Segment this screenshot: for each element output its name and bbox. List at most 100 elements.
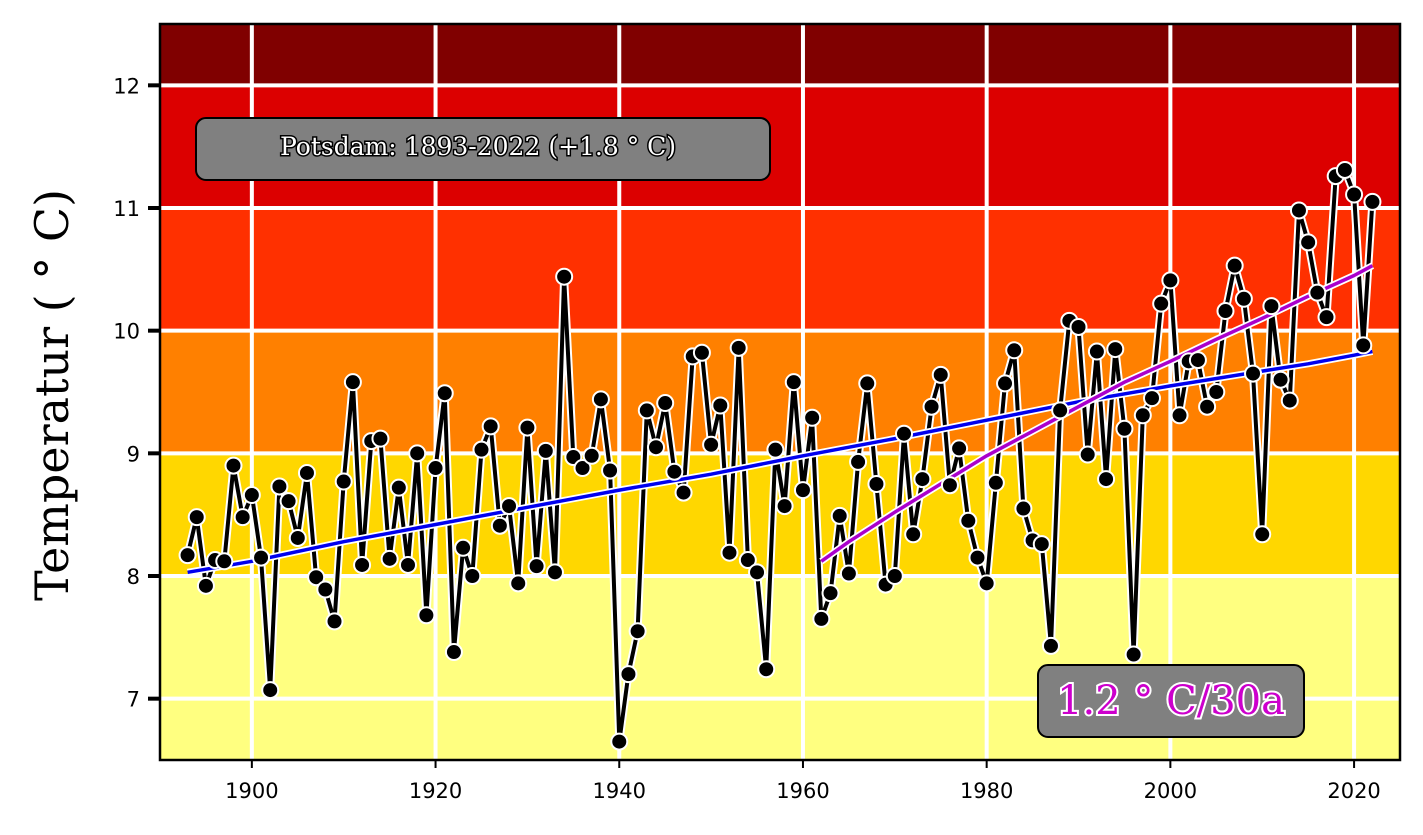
point-1998 xyxy=(1143,389,1161,408)
annual-line xyxy=(185,168,1375,744)
point-1955 xyxy=(748,563,767,582)
point-1938 xyxy=(591,390,610,409)
point-1973 xyxy=(913,470,932,489)
point-1924 xyxy=(463,567,482,585)
point-1928 xyxy=(500,497,519,516)
point-1954 xyxy=(738,551,757,570)
y-axis-label: Temperatur ( ° C) xyxy=(25,189,79,601)
x-tick-label-2020: 2020 xyxy=(1327,779,1380,803)
point-2003 xyxy=(1188,351,1207,370)
point-1986 xyxy=(1032,535,1051,554)
trend-label-background xyxy=(1037,664,1305,738)
point-1927 xyxy=(490,516,509,535)
point-1903 xyxy=(270,477,289,496)
point-1921 xyxy=(435,384,454,403)
y-tick-label-12: 12 xyxy=(113,74,140,98)
station-label-background xyxy=(195,117,771,181)
point-2008 xyxy=(1234,289,1253,308)
point-1980 xyxy=(977,574,996,593)
point-1977 xyxy=(950,439,969,458)
point-1940 xyxy=(610,732,629,751)
point-1894 xyxy=(187,508,206,527)
point-1956 xyxy=(757,660,776,679)
x-tick-label-1900: 1900 xyxy=(225,779,278,803)
trend-label: 1.2 ° C/30a xyxy=(1057,678,1285,724)
station-label: Potsdam: 1893-2022 (+1.8 ° C) xyxy=(280,132,676,161)
station-label-box: Potsdam: 1893-2022 (+1.8 ° C) xyxy=(195,117,771,181)
point-1972 xyxy=(904,525,923,544)
point-1905 xyxy=(288,528,307,547)
point-2007 xyxy=(1225,256,1244,275)
point-2005 xyxy=(1207,383,1226,401)
point-1992 xyxy=(1087,342,1106,361)
point-2011 xyxy=(1262,297,1281,316)
point-1939 xyxy=(601,461,620,480)
point-1950 xyxy=(702,435,721,454)
x-tick-label-1920: 1920 xyxy=(409,779,462,803)
point-2000 xyxy=(1161,271,1180,290)
series-lines xyxy=(183,166,1377,746)
point-1909 xyxy=(325,612,344,631)
point-1961 xyxy=(803,408,822,427)
point-2016 xyxy=(1308,283,1327,302)
y-tick-label-8: 8 xyxy=(127,565,140,589)
point-1937 xyxy=(582,446,601,465)
point-1945 xyxy=(656,394,675,413)
point-1943 xyxy=(637,401,656,420)
point-1964 xyxy=(830,506,849,525)
point-1923 xyxy=(454,538,473,557)
point-1947 xyxy=(674,483,693,502)
point-1946 xyxy=(665,462,684,481)
point-2014 xyxy=(1289,201,1308,220)
point-1979 xyxy=(968,548,987,567)
x-tick-label-2000: 2000 xyxy=(1144,779,1197,803)
point-2009 xyxy=(1244,364,1263,383)
point-1907 xyxy=(307,568,326,587)
point-1915 xyxy=(380,549,399,568)
point-1911 xyxy=(343,373,362,392)
point-1920 xyxy=(426,459,445,478)
point-2012 xyxy=(1271,370,1290,389)
point-2015 xyxy=(1299,233,1318,252)
x-tick-label-1960: 1960 xyxy=(776,779,829,803)
point-1922 xyxy=(444,643,463,662)
point-1966 xyxy=(849,452,868,471)
point-1975 xyxy=(931,365,950,384)
point-1996 xyxy=(1124,645,1143,664)
plot-frame xyxy=(158,22,1402,762)
point-1904 xyxy=(279,492,298,511)
point-1932 xyxy=(536,441,555,460)
point-1931 xyxy=(527,557,546,576)
point-1897 xyxy=(215,552,234,571)
point-1941 xyxy=(619,665,638,684)
point-1916 xyxy=(389,478,408,497)
point-1936 xyxy=(573,459,592,478)
point-1930 xyxy=(518,418,537,437)
point-1994 xyxy=(1106,340,1125,359)
point-1990 xyxy=(1069,317,1088,336)
point-1965 xyxy=(839,564,858,583)
point-1942 xyxy=(628,622,647,641)
point-1960 xyxy=(793,481,812,500)
point-1898 xyxy=(224,456,243,475)
point-2019 xyxy=(1335,160,1354,179)
axis-ticks: 1900 1920 1940 1960 1980 2000 2020 7 8 9 10 11 12 xyxy=(113,74,1381,803)
point-1893 xyxy=(178,546,197,565)
point-1958 xyxy=(775,497,794,516)
annual-markers xyxy=(178,160,1382,751)
point-1901 xyxy=(252,548,271,567)
point-1981 xyxy=(986,473,1005,492)
point-1984 xyxy=(1014,499,1033,518)
point-1944 xyxy=(647,438,665,457)
point-1900 xyxy=(242,486,261,505)
point-1995 xyxy=(1115,419,1134,438)
point-1987 xyxy=(1041,636,1060,655)
point-1902 xyxy=(261,681,280,700)
point-1919 xyxy=(417,606,436,625)
point-2001 xyxy=(1170,406,1189,425)
point-1976 xyxy=(940,476,959,495)
point-1983 xyxy=(1005,341,1024,360)
point-2017 xyxy=(1317,308,1336,327)
point-1957 xyxy=(766,440,785,459)
